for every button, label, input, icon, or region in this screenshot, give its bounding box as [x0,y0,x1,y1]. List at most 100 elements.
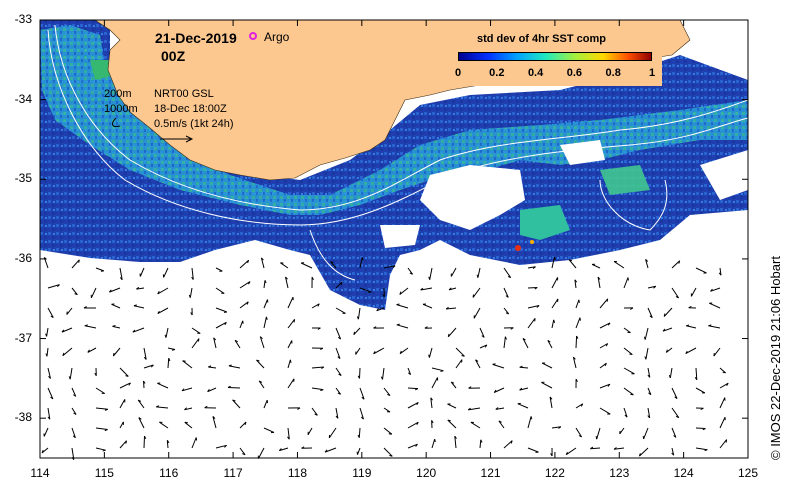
current-arrow-head [519,365,523,368]
current-arrow [447,327,457,338]
current-arrow-head [668,374,671,379]
current-arrow-head [68,376,71,380]
current-arrow-head [445,306,449,310]
current-arrow-head [468,386,472,389]
current-arrow-head [407,372,411,375]
current-arrow [335,387,342,395]
current-arrow [665,347,673,353]
current-arrow [591,263,601,269]
current-arrow [166,440,169,449]
current-arrow [71,287,78,296]
map-time: 00Z [161,48,186,64]
current-arrow-head [360,416,364,420]
current-arrow-head [45,333,48,337]
current-arrow [396,304,409,309]
current-arrow-head [87,349,90,353]
current-arrow-head [415,443,418,447]
current-arrow [399,287,409,295]
current-arrow [662,327,673,332]
current-arrow-head [289,359,292,363]
current-arrow [260,257,265,269]
current-arrow [383,387,391,396]
current-arrow [671,260,681,269]
lon-tick-label: 119 [352,466,372,480]
current-arrow [590,447,601,450]
current-arrow-head [467,407,471,411]
current-arrow [644,327,649,340]
current-arrow [163,267,169,278]
current-arrow [527,416,532,429]
current-arrow-head [430,397,433,401]
current-arrow-head [380,376,383,380]
current-arrow [599,383,611,389]
current-arrow-head [484,344,488,348]
current-arrow-head [630,307,634,310]
current-arrow-head [112,325,116,327]
current-arrow [143,380,145,389]
current-arrow [191,267,194,280]
current-arrow [335,407,339,419]
current-arrow [181,387,193,392]
current-arrow-head [287,436,290,440]
current-arrow [287,359,291,369]
current-arrow [671,427,677,438]
current-arrow [522,338,529,349]
current-arrow-head [143,380,146,384]
current-arrow [215,267,223,272]
current-arrow [215,444,227,449]
current-arrow [256,359,265,369]
lon-tick-label: 120 [416,466,437,480]
current-arrow-head [710,288,713,292]
current-arrow [599,322,611,329]
current-arrow [495,407,505,410]
current-arrow-head [144,435,147,440]
current-arrow-head [224,322,227,326]
current-arrow [232,399,241,409]
lat-tick-label: -36 [14,250,32,265]
current-arrow [551,319,555,329]
current-arrow-head [420,287,424,291]
current-arrow [324,447,337,453]
axis-ticks [39,19,749,458]
current-arrow [407,367,412,375]
colorbar-tick-label: 0.2 [489,67,505,79]
map-date: 21-Dec-2019 [155,30,237,46]
current-arrow-head [643,336,646,340]
current-arrow [263,299,268,309]
current-arrow [447,403,457,409]
current-arrow [547,340,553,349]
current-arrow-head [558,426,562,429]
current-arrow [473,307,481,319]
current-arrow-head [424,326,428,329]
current-arrow-head [605,343,609,347]
current-arrow [575,403,584,409]
current-arrow-head [227,385,231,388]
current-arrow [263,316,267,329]
current-arrow-head [132,329,136,333]
lon-tick-label: 117 [223,466,243,480]
current-arrow [208,366,217,369]
current-arrow [719,439,727,449]
current-arrow-head [396,303,400,306]
current-arrow [287,427,290,440]
current-arrow [568,259,577,269]
current-arrow [41,447,49,454]
lat-tick-label: -37 [14,330,32,345]
current-arrow [671,387,678,399]
colorbar-tick-label: 1 [648,67,656,79]
current-arrow [357,447,361,455]
current-arrow [709,302,721,309]
current-arrow-head [708,324,712,327]
current-arrow [46,327,49,337]
current-arrow [112,325,121,329]
current-arrow [527,266,536,269]
current-arrow [71,427,76,438]
current-arrow-head [62,352,65,356]
current-arrow [119,421,124,429]
current-arrow-head [671,452,675,456]
current-arrow-head [718,272,722,276]
current-arrow [551,298,559,309]
current-arrow [596,427,601,440]
current-arrow-head [297,407,301,410]
current-arrow [119,367,129,377]
